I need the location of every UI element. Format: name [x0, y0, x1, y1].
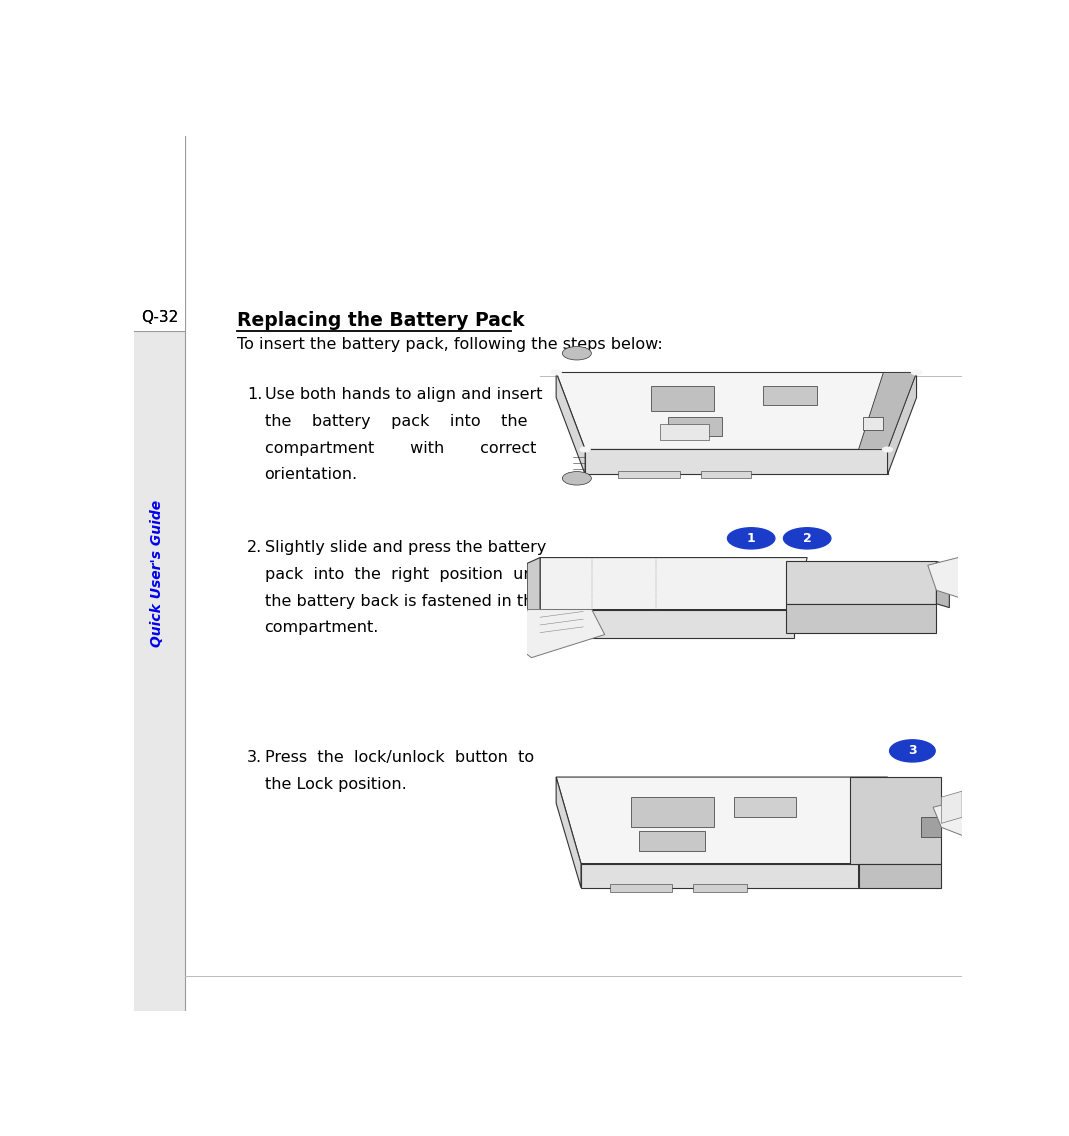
Text: Q-32: Q-32	[141, 310, 179, 325]
Text: 2.: 2.	[247, 541, 262, 556]
Text: Press  the  lock/unlock  button  to: Press the lock/unlock button to	[264, 751, 533, 766]
Text: Use both hands to align and insert: Use both hands to align and insert	[264, 387, 542, 402]
Text: the battery back is fastened in the: the battery back is fastened in the	[264, 594, 543, 609]
Text: 3.: 3.	[247, 751, 262, 766]
Text: Replacing the Battery Pack: Replacing the Battery Pack	[237, 310, 525, 329]
Text: the Lock position.: the Lock position.	[264, 777, 406, 792]
Text: the    battery    pack    into    the: the battery pack into the	[264, 414, 527, 429]
Text: compartment       with       correct: compartment with correct	[264, 441, 536, 456]
Text: pack  into  the  right  position  until: pack into the right position until	[264, 567, 548, 582]
FancyBboxPatch shape	[134, 136, 185, 1011]
Text: 1.: 1.	[247, 387, 263, 402]
Text: Slightly slide and press the battery: Slightly slide and press the battery	[264, 541, 546, 556]
Text: Q-32: Q-32	[141, 310, 179, 325]
Text: To insert the battery pack, following the steps below:: To insert the battery pack, following th…	[237, 337, 663, 352]
Text: compartment.: compartment.	[264, 620, 378, 635]
FancyBboxPatch shape	[134, 136, 185, 332]
Text: Quick User's Guide: Quick User's Guide	[150, 500, 164, 648]
Text: orientation.: orientation.	[264, 467, 358, 483]
